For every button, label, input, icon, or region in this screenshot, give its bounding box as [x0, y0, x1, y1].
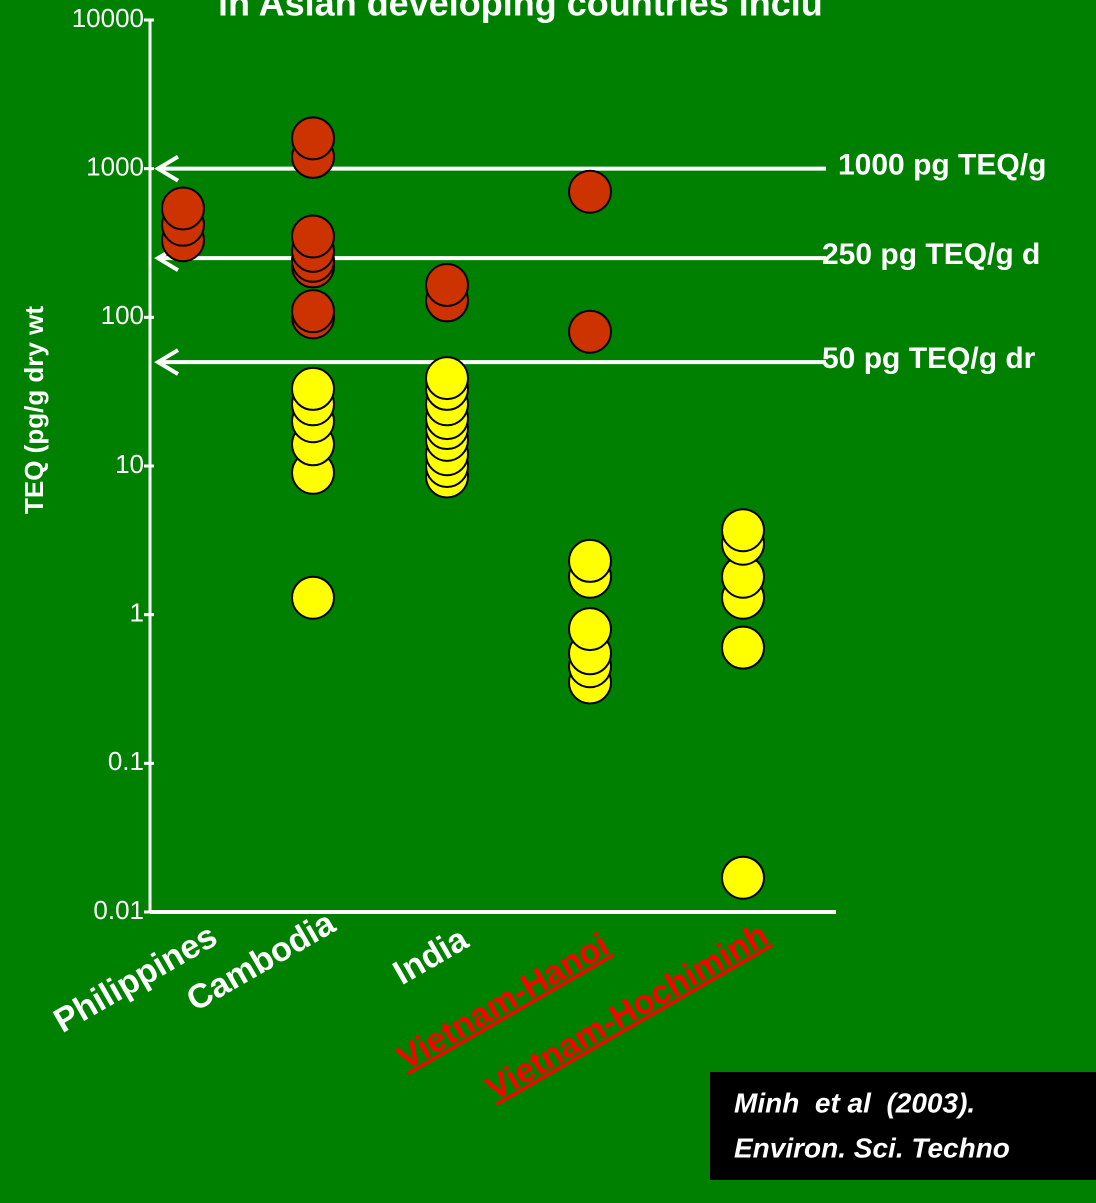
y-axis-label: TEQ (pg/g dry wt: [19, 306, 49, 514]
citation-box: [710, 1072, 1096, 1180]
data-point: [721, 625, 765, 670]
y-tick-label: 100: [101, 300, 144, 330]
citation-line: Environ. Sci. Techno: [734, 1132, 1010, 1163]
y-tick-label: 10: [115, 449, 144, 479]
y-tick-label: 0.1: [108, 746, 144, 776]
reference-label: 1000 pg TEQ/g: [838, 149, 1046, 182]
data-point: [425, 356, 469, 401]
y-tick-label: 1: [130, 598, 144, 628]
data-point: [721, 855, 765, 900]
data-point: [568, 309, 612, 354]
data-point: [291, 214, 335, 259]
data-point: [291, 116, 335, 161]
y-tick-label: 0.01: [93, 895, 144, 925]
data-point: [291, 575, 335, 620]
data-point: [568, 169, 612, 214]
data-point: [568, 607, 612, 652]
reference-arrowhead: [154, 154, 180, 183]
data-point: [161, 186, 205, 231]
reference-arrowhead: [154, 348, 180, 376]
y-tick-label: 10000: [72, 3, 144, 33]
data-point: [291, 366, 335, 411]
reference-label: 250 pg TEQ/g d: [822, 238, 1040, 271]
chart-title: in Asian developing countries inclu: [218, 0, 823, 24]
reference-label: 50 pg TEQ/g dr: [822, 342, 1036, 375]
citation-line: Minh et al (2003).: [734, 1087, 975, 1118]
data-point: [291, 289, 335, 334]
y-tick-label: 1000: [86, 152, 144, 182]
data-point: [721, 508, 765, 553]
data-point: [425, 263, 469, 308]
data-point: [568, 538, 612, 583]
